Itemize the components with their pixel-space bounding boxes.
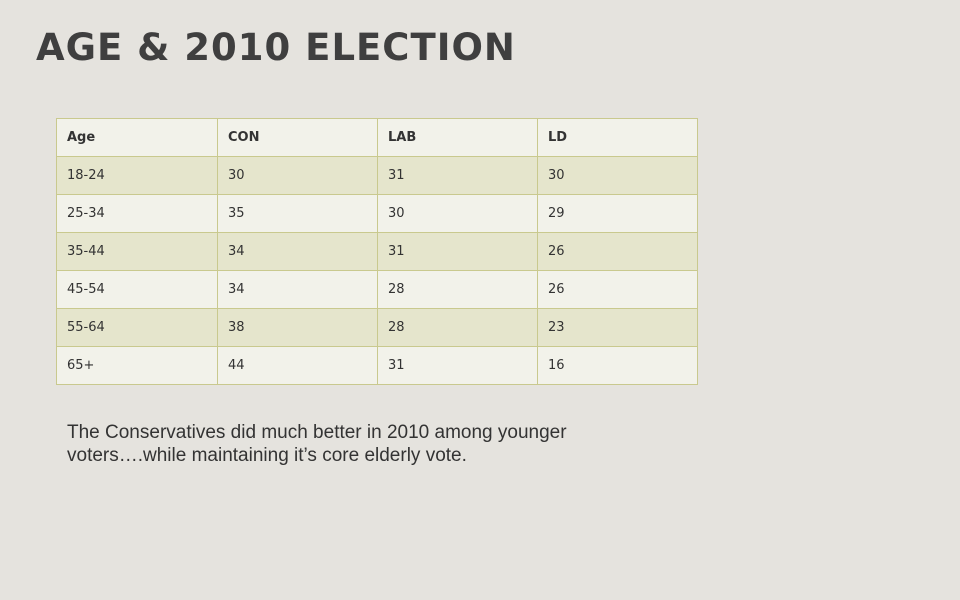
cell-lab: 30 <box>377 194 538 233</box>
cell-con: 34 <box>217 270 378 309</box>
cell-lab: 28 <box>377 270 538 309</box>
cell-age: 35-44 <box>56 232 218 271</box>
cell-age: 65+ <box>56 346 218 385</box>
table-row: 55-64 38 28 23 <box>56 308 698 347</box>
column-header-lab: LAB <box>377 118 538 157</box>
cell-age: 18-24 <box>56 156 218 195</box>
slide-title: AGE & 2010 ELECTION <box>36 26 516 69</box>
table-row: 65+ 44 31 16 <box>56 346 698 385</box>
column-header-con: CON <box>217 118 378 157</box>
cell-lab: 31 <box>377 232 538 271</box>
cell-ld: 23 <box>537 308 698 347</box>
cell-con: 35 <box>217 194 378 233</box>
table-row: 18-24 30 31 30 <box>56 156 698 195</box>
column-header-ld: LD <box>537 118 698 157</box>
cell-lab: 31 <box>377 156 538 195</box>
table-row: 35-44 34 31 26 <box>56 232 698 271</box>
table-row: 45-54 34 28 26 <box>56 270 698 309</box>
table-row: 25-34 35 30 29 <box>56 194 698 233</box>
cell-con: 44 <box>217 346 378 385</box>
cell-age: 55-64 <box>56 308 218 347</box>
cell-ld: 29 <box>537 194 698 233</box>
cell-ld: 26 <box>537 270 698 309</box>
cell-age: 45-54 <box>56 270 218 309</box>
table-header-row: Age CON LAB LD <box>56 118 698 157</box>
cell-ld: 30 <box>537 156 698 195</box>
column-header-age: Age <box>56 118 218 157</box>
cell-lab: 28 <box>377 308 538 347</box>
slide-caption: The Conservatives did much better in 201… <box>67 422 567 466</box>
cell-ld: 26 <box>537 232 698 271</box>
cell-con: 30 <box>217 156 378 195</box>
cell-ld: 16 <box>537 346 698 385</box>
age-vote-table: Age CON LAB LD 18-24 30 31 30 25-34 35 3… <box>56 118 698 385</box>
cell-con: 34 <box>217 232 378 271</box>
cell-lab: 31 <box>377 346 538 385</box>
cell-age: 25-34 <box>56 194 218 233</box>
cell-con: 38 <box>217 308 378 347</box>
